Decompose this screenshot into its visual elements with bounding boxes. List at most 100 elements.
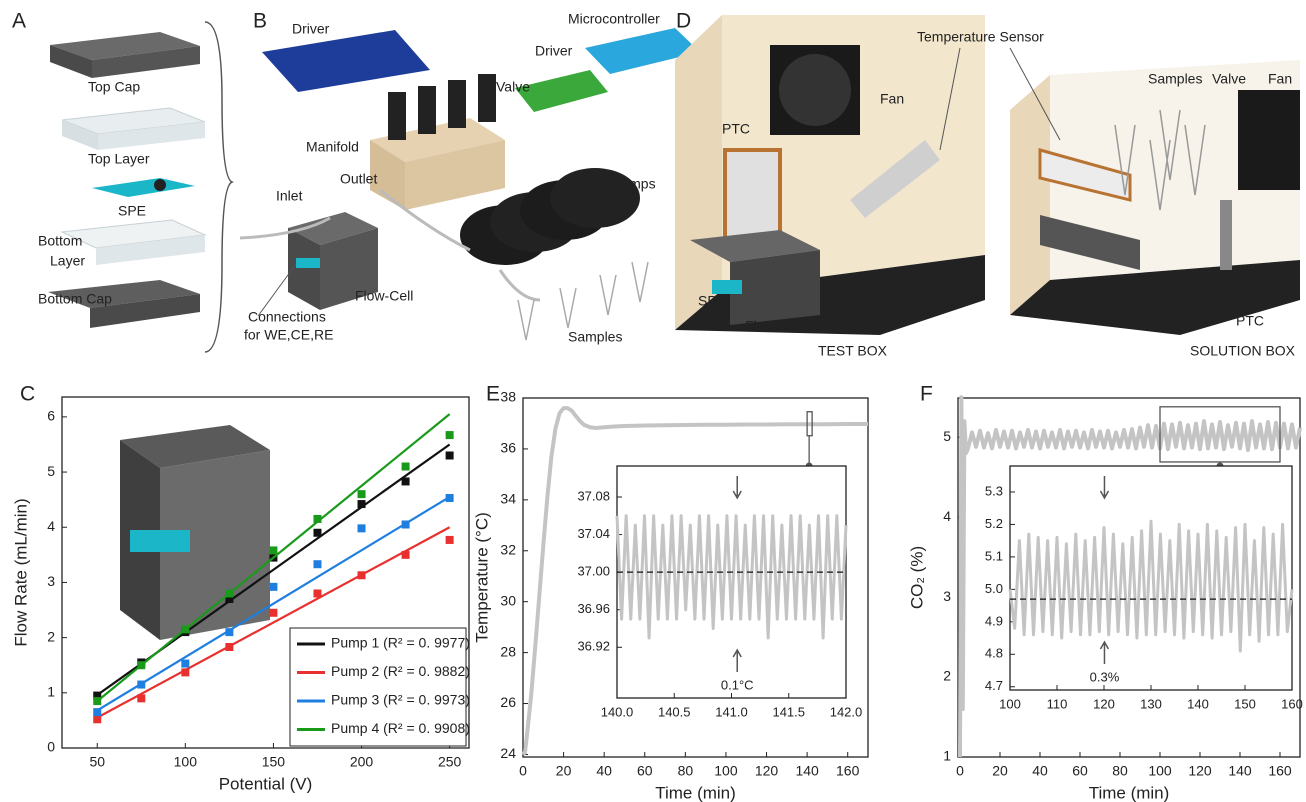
y-tick-label: 5 — [943, 428, 951, 444]
fan — [1238, 90, 1300, 190]
x-tick-label: 50 — [89, 754, 105, 770]
illustration-d — [675, 15, 1300, 335]
panel-letter: F — [920, 383, 933, 406]
illustration-label: Fan — [880, 91, 904, 107]
scatter-point — [93, 708, 101, 716]
x-tick-label: 160 — [836, 763, 860, 779]
y-tick-label: 4 — [47, 518, 55, 534]
y-tick-label: 37.08 — [577, 488, 610, 503]
illustration-label: Fan — [1268, 71, 1292, 87]
y-axis-label: CO₂ (%) — [907, 546, 926, 609]
illustration-label: Bottom — [38, 233, 82, 249]
x-tick-label: 100 — [714, 763, 738, 779]
illustration-label: for WE,CE,RE — [244, 327, 333, 343]
illustration-label: Bottom Cap — [38, 291, 112, 307]
bracket — [205, 22, 232, 352]
scatter-point — [93, 715, 101, 723]
panel-letter: A — [12, 10, 26, 33]
x-tick-label: 150 — [262, 754, 286, 770]
y-tick-label: 37.00 — [577, 564, 610, 579]
y-tick-label: 0 — [47, 739, 55, 755]
illustration-label: Valve — [1212, 71, 1246, 87]
scatter-point — [446, 452, 454, 460]
illustration-label: Connections — [248, 309, 326, 325]
scatter-point — [181, 668, 189, 676]
x-tick-label: 120 — [755, 763, 779, 779]
valve — [448, 80, 466, 128]
spe-electrode — [154, 179, 166, 191]
y-tick-label: 4.8 — [985, 646, 1003, 661]
x-tick-label: 40 — [596, 763, 612, 779]
scatter-point — [137, 694, 145, 702]
x-tick-label: 160 — [1281, 696, 1303, 711]
fan-blades — [779, 54, 851, 126]
illustration-label: PTC — [722, 121, 750, 137]
y-tick-label: 38 — [500, 389, 516, 405]
y-axis-label: Flow Rate (mL/min) — [11, 498, 30, 646]
x-tick-label: 0 — [956, 763, 964, 779]
valve — [418, 86, 436, 134]
illustration-label: Outlet — [340, 171, 377, 187]
scatter-point — [358, 524, 366, 532]
x-tick-label: 150 — [1234, 696, 1256, 711]
ptc-heater — [725, 150, 780, 240]
illustration-label: Top Layer — [88, 151, 150, 167]
y-tick-label: 4.7 — [985, 678, 1003, 693]
illustration-label: Microcontroller — [568, 11, 660, 27]
y-tick-label: 36.96 — [577, 601, 610, 616]
illustration-label: Driver — [292, 21, 330, 37]
illustration-label: Flow-Cell — [745, 318, 803, 334]
x-axis-label: Potential (V) — [219, 774, 313, 793]
illustration-label: SPE — [118, 203, 146, 219]
scatter-point — [269, 583, 277, 591]
y-tick-label: 32 — [500, 541, 516, 557]
illustration-label: Manifold — [306, 139, 359, 155]
scatter-point — [225, 628, 233, 636]
figure: ATop CapTop LayerSPEBottomLayerBottom Ca… — [0, 0, 1306, 802]
x-tick-label: 200 — [350, 754, 374, 770]
scatter-point — [225, 643, 233, 651]
x-tick-label: 20 — [556, 763, 572, 779]
x-tick-label: 60 — [1072, 763, 1088, 779]
scatter-point — [181, 660, 189, 668]
plot-frame — [1010, 466, 1292, 690]
scatter-point — [313, 529, 321, 537]
illustration-label: TEST BOX — [818, 343, 888, 359]
illustration-label: Samples — [1148, 71, 1202, 87]
x-tick-label: 140 — [1228, 763, 1252, 779]
panel-letter: B — [253, 10, 267, 33]
scatter-point — [93, 697, 101, 705]
scatter-point — [446, 494, 454, 502]
y-tick-label: 36 — [500, 440, 516, 456]
y-tick-label: 6 — [47, 408, 55, 424]
scatter-point — [358, 500, 366, 508]
illustration-label: Flow-Cell — [355, 288, 413, 304]
x-tick-label: 140 — [795, 763, 819, 779]
x-tick-label: 130 — [1140, 696, 1162, 711]
legend-label: Pump 4 (R² = 0. 9908) — [331, 720, 470, 736]
scatter-point — [269, 546, 277, 554]
scatter-point — [313, 560, 321, 568]
y-tick-label: 36.92 — [577, 639, 610, 654]
scatter-point — [358, 571, 366, 579]
x-axis-label: Time (min) — [655, 783, 736, 802]
panel-letter: D — [676, 10, 691, 33]
x-tick-label: 20 — [992, 763, 1008, 779]
y-tick-label: 3 — [47, 573, 55, 589]
x-tick-label: 40 — [1032, 763, 1048, 779]
illustration-label: Temperature Sensor — [917, 29, 1044, 45]
scatter-point — [402, 477, 410, 485]
y-tick-label: 5.3 — [985, 483, 1003, 498]
x-tick-label: 140.0 — [601, 704, 634, 719]
y-tick-label: 4.9 — [985, 613, 1003, 628]
illustration-label: Driver — [535, 43, 573, 59]
scatter-point — [313, 515, 321, 523]
legend-label: Pump 2 (R² = 0. 9882) — [331, 663, 470, 679]
scatter-point — [137, 681, 145, 689]
y-tick-label: 24 — [500, 745, 516, 761]
legend-label: Pump 3 (R² = 0. 9973) — [331, 692, 470, 708]
y-tick-label: 5.0 — [985, 581, 1003, 596]
y-tick-label: 28 — [500, 643, 516, 659]
legend-label: Pump 1 (R² = 0. 9977) — [331, 635, 470, 651]
x-tick-label: 110 — [1047, 696, 1068, 711]
